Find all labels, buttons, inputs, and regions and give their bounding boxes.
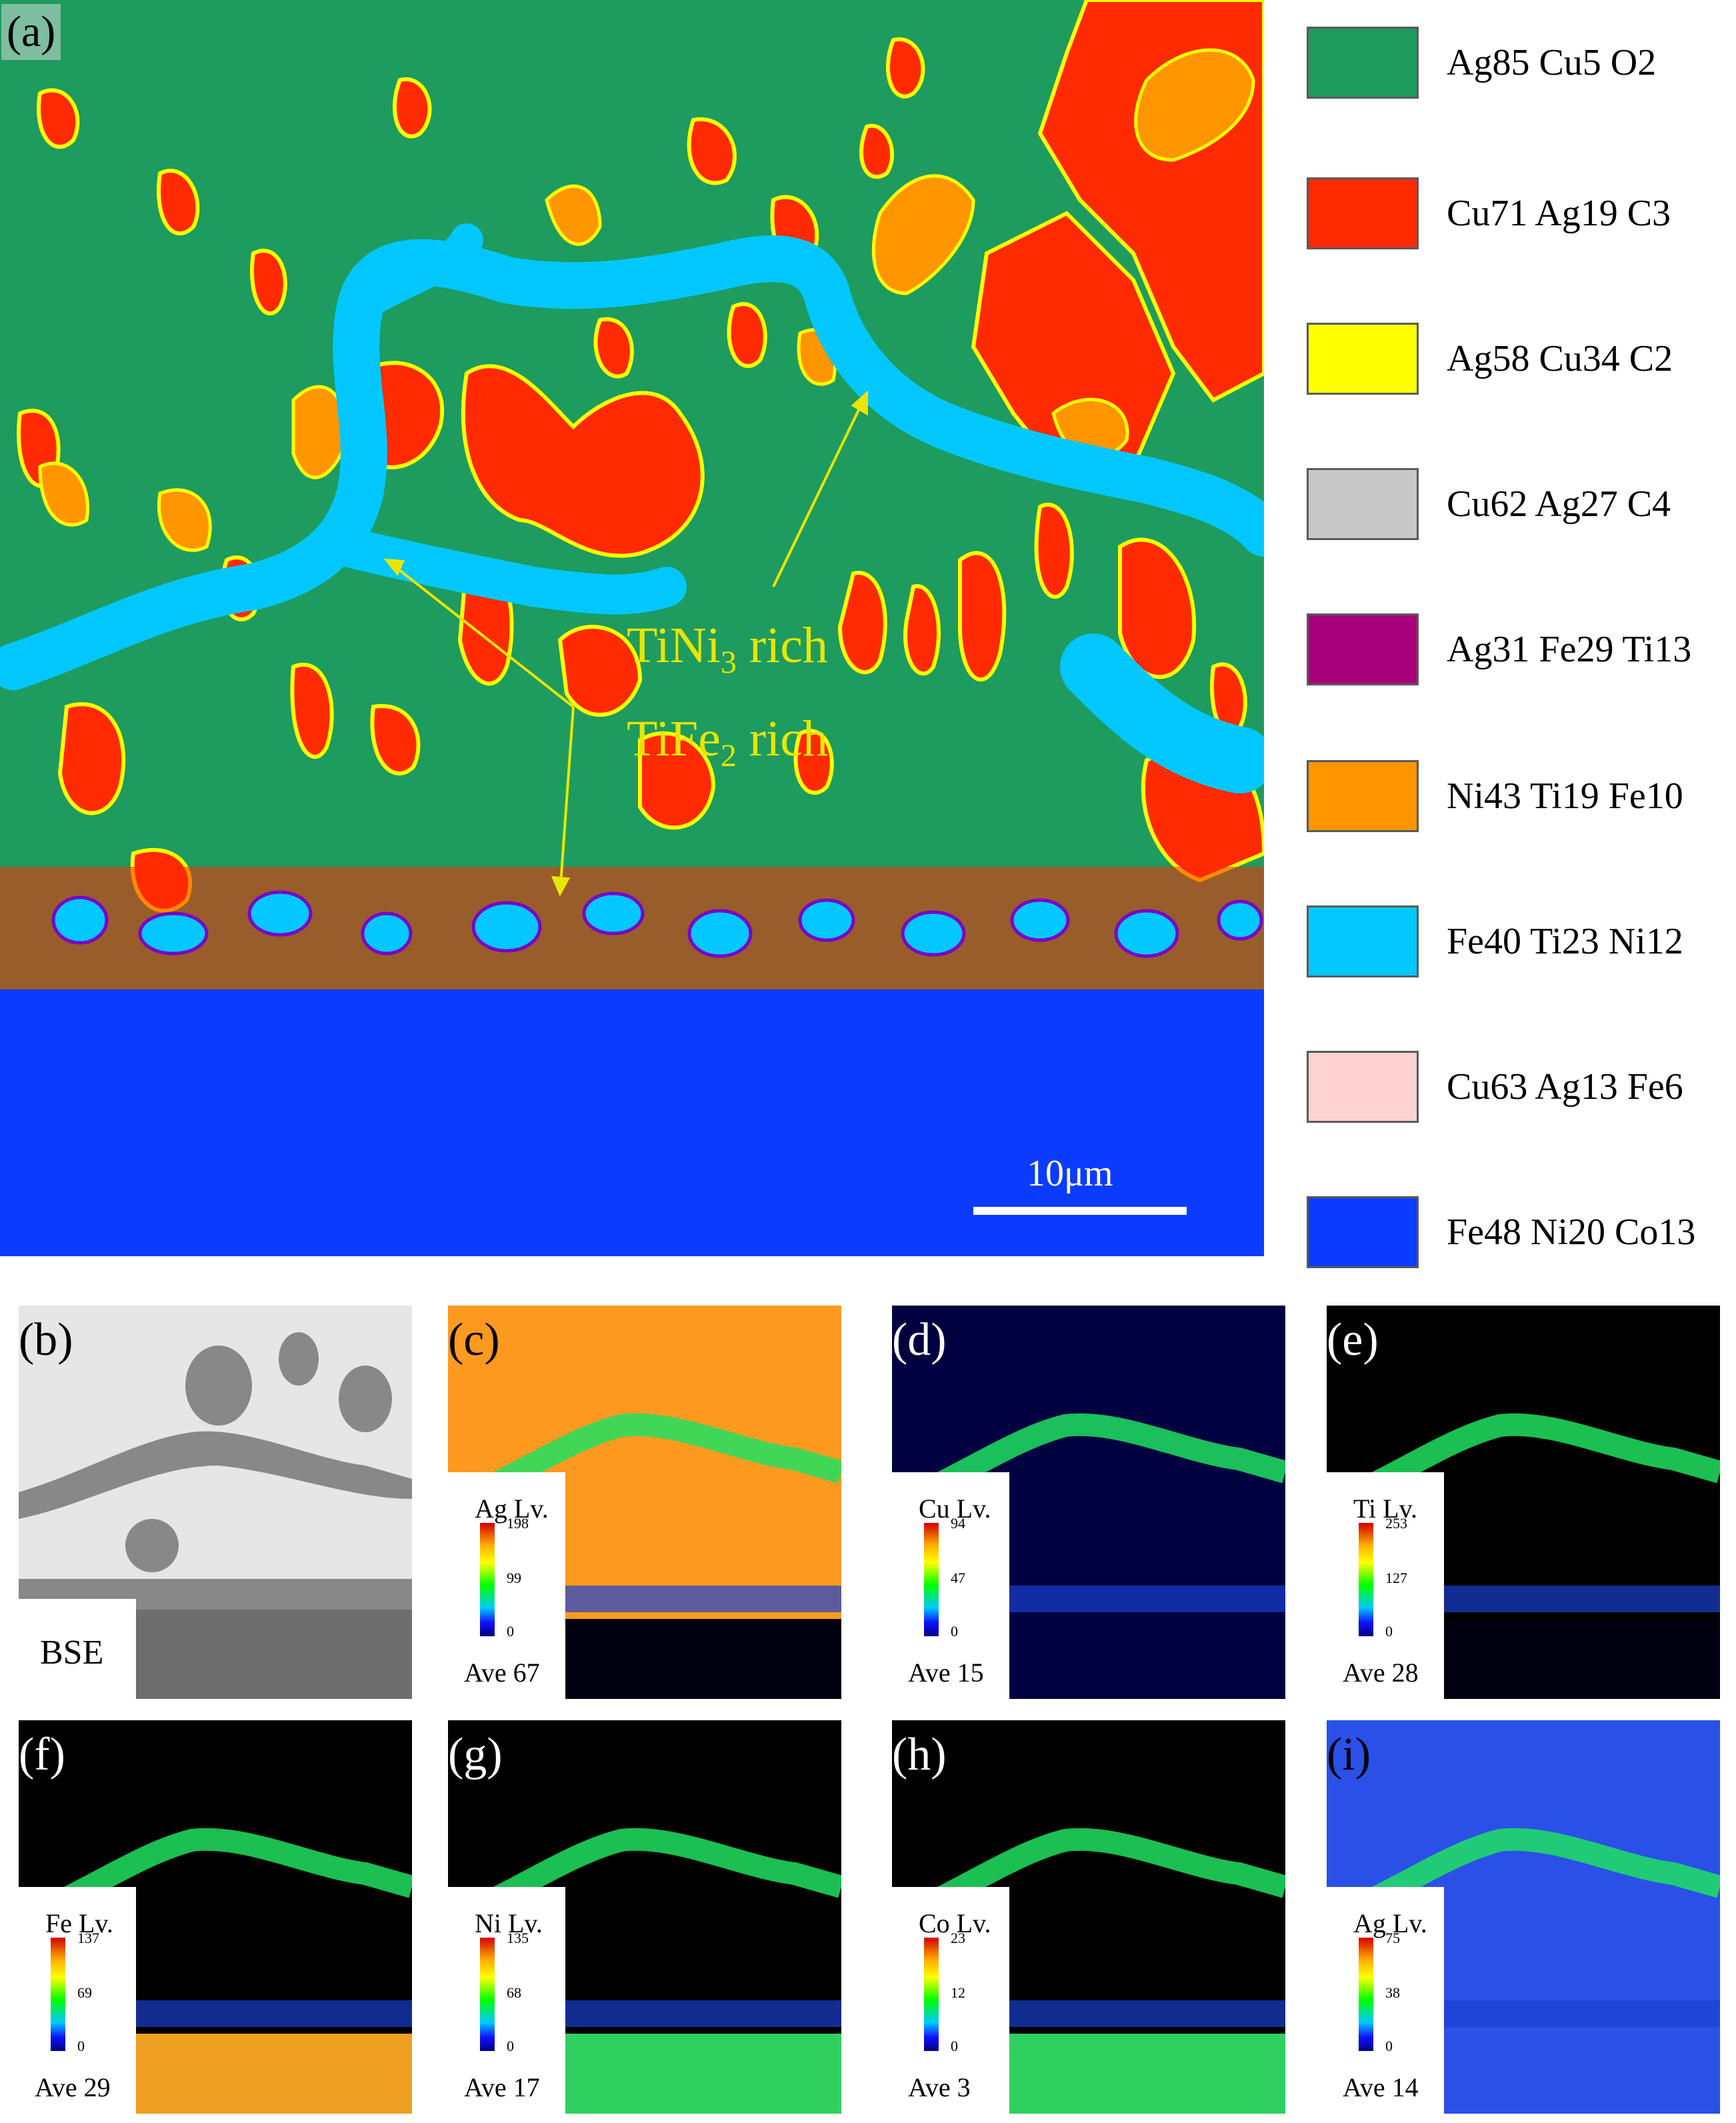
bse-caption: BSE [40,1634,104,1672]
legend-label: Fe48 Ni20 Co13 [1447,1212,1696,1253]
panel-c-label: (c) [448,1314,500,1366]
average-value: Ave 3 [908,2072,971,2102]
level-title: Ag Lv. [1353,1908,1427,1938]
bse-caption-box: BSE [19,1599,136,1699]
colorbar-box: Co Lv. 23 12 0 Ave 3 [892,1887,1009,2114]
panel-d-label: (d) [892,1314,947,1366]
map-i: (i) Ag Lv. 75 38 0 Ave 14 [1327,1720,1720,2114]
colorbar-min: 0 [1385,1623,1393,1640]
map-f: (f) Fe Lv. 137 69 0 Ave 29 [19,1720,412,2114]
panel-i-label: (i) [1327,1729,1371,1780]
annotation-tini3: TiNi3 rich [627,617,829,681]
colorbar-min: 0 [507,2038,514,2054]
colorbar [924,1523,939,1636]
legend-label: Cu62 Ag27 C4 [1447,483,1671,525]
legend-label: Cu71 Ag19 C3 [1447,193,1671,234]
map-d: (d) Cu Lv. 94 47 0 Ave 15 [892,1306,1285,1699]
map-c: (c) Ag Lv. 198 99 0 Ave 67 [448,1306,841,1699]
colorbar-min: 0 [77,2038,85,2054]
average-value: Ave 29 [35,2072,111,2102]
average-value: Ave 28 [1343,1658,1419,1688]
level-title: Ag Lv. [475,1494,549,1524]
colorbar-mid: 99 [507,1570,521,1586]
colorbar [1359,1523,1373,1636]
legend-swatch [1307,27,1419,99]
legend-label: Ag31 Fe29 Ti13 [1447,629,1692,670]
legend-swatch [1307,468,1419,540]
colorbar-max: 137 [77,1930,99,1946]
legend-swatch [1307,1051,1419,1123]
colorbar [480,1523,495,1636]
colorbar [1359,1938,1373,2051]
colorbar-box: Cu Lv. 94 47 0 Ave 15 [892,1472,1009,1699]
map-h: (h) Co Lv. 23 12 0 Ave 3 [892,1720,1285,2114]
legend-label: Fe40 Ti23 Ni12 [1447,921,1683,962]
phase-map-image [0,0,1264,1256]
colorbar-box: Ti Lv. 253 127 0 Ave 28 [1327,1472,1444,1699]
colorbar-max: 198 [507,1515,529,1532]
colorbar-max: 135 [507,1930,529,1946]
legend-label: Cu63 Ag13 Fe6 [1447,1066,1683,1108]
scale-bar [973,1207,1187,1215]
colorbar-box: Fe Lv. 137 69 0 Ave 29 [19,1887,136,2114]
colorbar-mid: 47 [951,1570,965,1586]
colorbar-min: 0 [951,1623,958,1640]
map-e: (e) Ti Lv. 253 127 0 Ave 28 [1327,1306,1720,1699]
legend-label: Ag58 Cu34 C2 [1447,338,1673,379]
annotation-tife2: TiFe2 rich [627,711,829,774]
panel-h-label: (h) [892,1729,947,1780]
panel-a-label: (a) [1,4,61,60]
map-b-bse: (b) BSE [19,1306,412,1699]
legend-swatch [1307,905,1419,977]
colorbar-box: Ag Lv. 75 38 0 Ave 14 [1327,1887,1444,2114]
colorbar-box: Ag Lv. 198 99 0 Ave 67 [448,1472,565,1699]
colorbar-max: 75 [1385,1930,1400,1946]
level-title: Ni Lv. [475,1908,543,1938]
colorbar-mid: 68 [507,1984,521,2001]
average-value: Ave 67 [464,1658,540,1688]
colorbar-max: 94 [951,1515,965,1532]
colorbar-mid: 127 [1385,1570,1407,1586]
panel-f-label: (f) [19,1729,65,1780]
colorbar [924,1938,939,2051]
colorbar-mid: 12 [951,1984,965,2001]
legend-swatch [1307,323,1419,395]
legend-swatch [1307,760,1419,832]
colorbar-max: 253 [1385,1515,1407,1532]
phase-map-a: (a) TiNi3 rich TiFe2 rich 10μm [0,0,1264,1256]
legend-swatch [1307,613,1419,685]
colorbar-min: 0 [507,1623,514,1640]
map-g: (g) Ni Lv. 135 68 0 Ave 17 [448,1720,841,2114]
level-title: Co Lv. [919,1908,991,1938]
legend-swatch [1307,177,1419,249]
level-title: Ti Lv. [1353,1494,1417,1524]
element-map-image [19,1720,412,2114]
colorbar-min: 0 [951,2038,958,2054]
panel-g-label: (g) [448,1729,503,1780]
average-value: Ave 15 [908,1658,984,1688]
scale-bar-label: 10μm [1027,1153,1113,1194]
legend-swatch [1307,1196,1419,1268]
panel-e-label: (e) [1327,1314,1379,1366]
level-title: Fe Lv. [45,1908,113,1938]
colorbar-mid: 69 [77,1984,92,2001]
legend-label: Ag85 Cu5 O2 [1447,42,1657,83]
colorbar-max: 23 [951,1930,965,1946]
colorbar-box: Ni Lv. 135 68 0 Ave 17 [448,1887,565,2114]
average-value: Ave 17 [464,2072,540,2102]
legend-label: Ni43 Ti19 Fe10 [1447,775,1683,817]
colorbar [480,1938,495,2051]
colorbar-min: 0 [1385,2038,1393,2054]
level-title: Cu Lv. [919,1494,991,1524]
average-value: Ave 14 [1343,2072,1419,2102]
panel-b-label: (b) [19,1314,73,1366]
colorbar [51,1938,65,2051]
colorbar-mid: 38 [1385,1984,1400,2001]
